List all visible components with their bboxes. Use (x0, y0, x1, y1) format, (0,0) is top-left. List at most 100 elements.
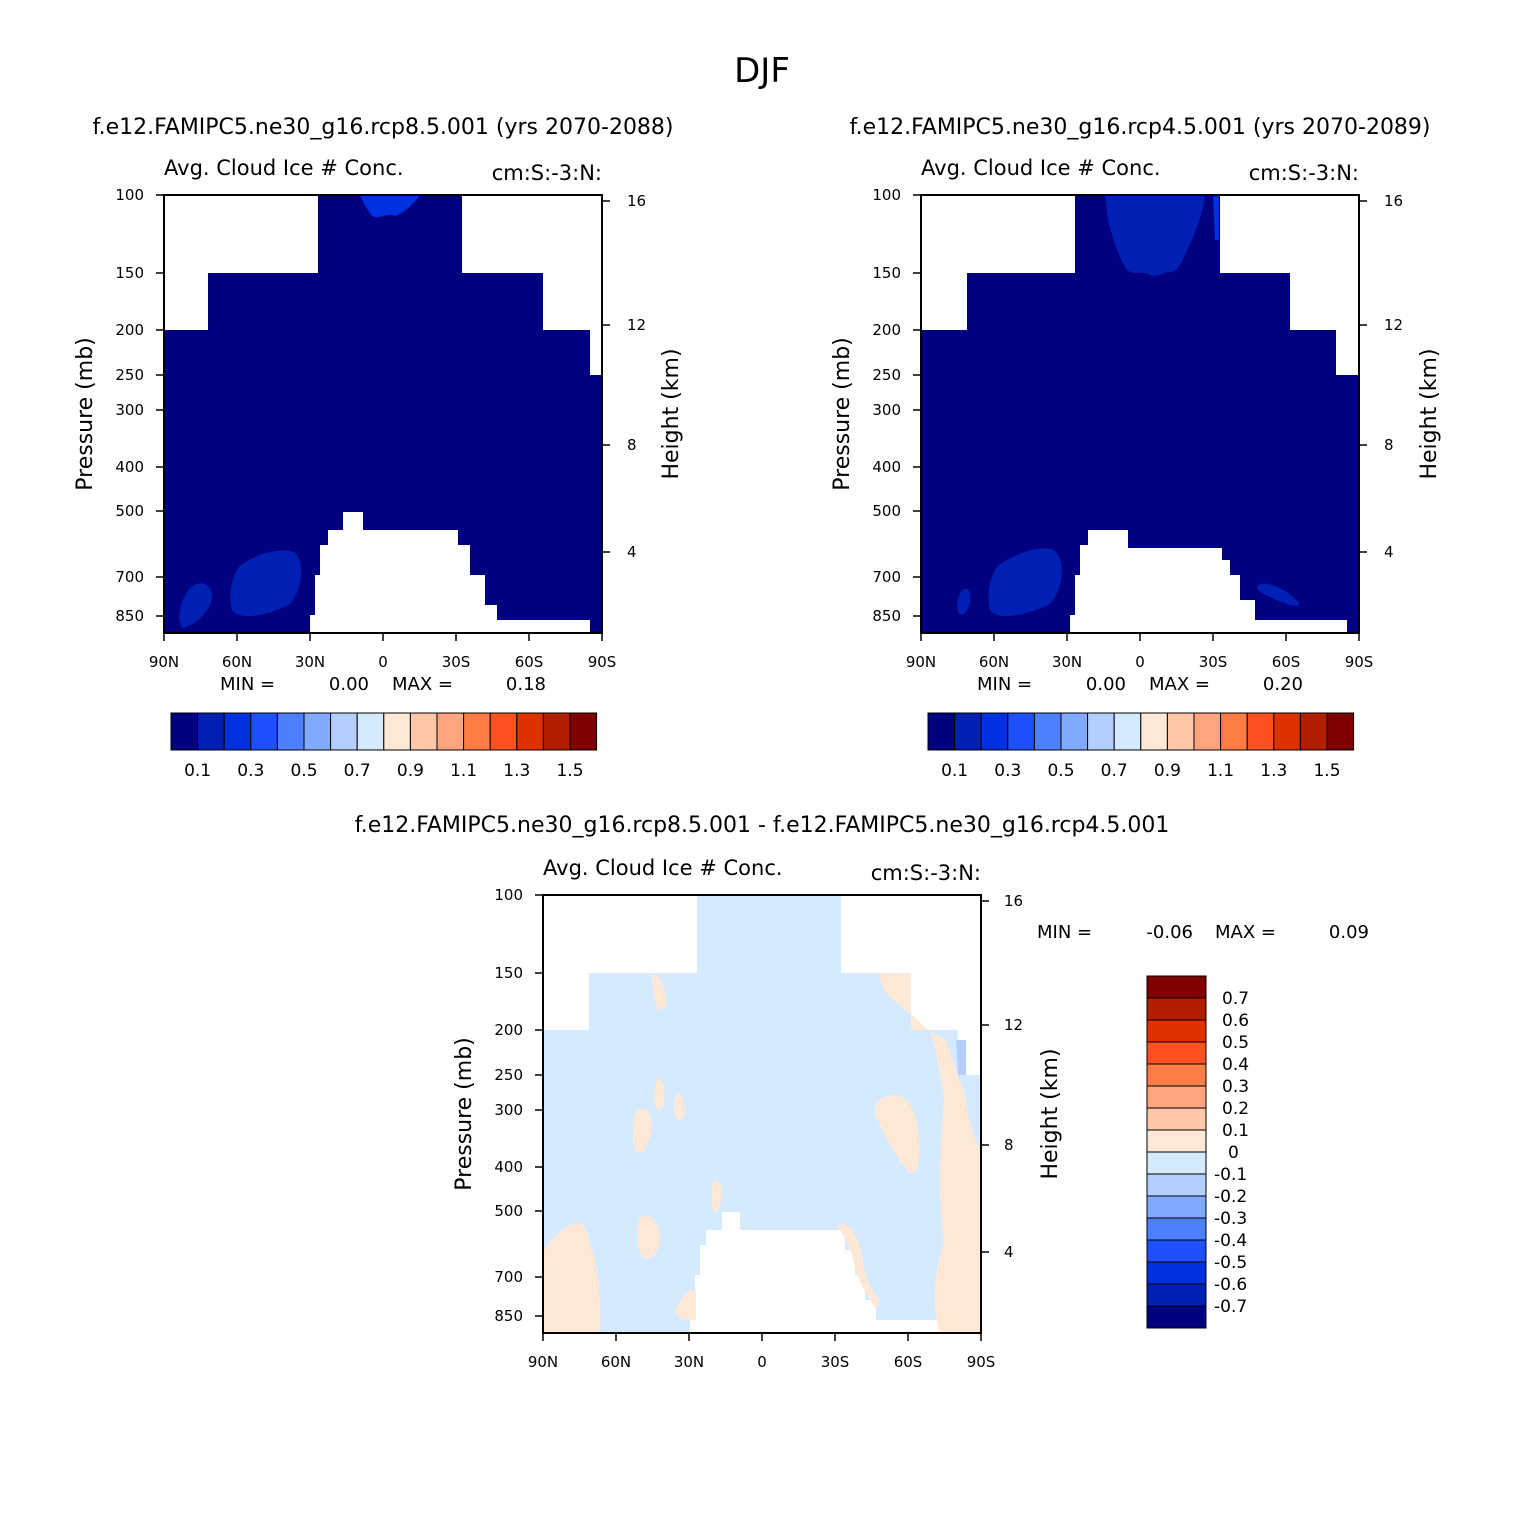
long-name-label: Avg. Cloud Ice # Conc. (164, 156, 404, 180)
y-axis-label: Pressure (mb) (830, 337, 855, 491)
y2-tick-label: 8 (1384, 436, 1394, 454)
field-patch-8 (637, 1216, 660, 1259)
colorbar-label: -0.1 (1214, 1165, 1247, 1185)
colorbar-label: 0.1 (1222, 1121, 1249, 1141)
y-tick-label: 150 (115, 264, 144, 282)
max-label: MAX = (392, 674, 453, 695)
colorbar-swatch (954, 712, 982, 751)
y2-tick-label: 8 (1004, 1136, 1014, 1154)
x-tick-label: 0 (378, 653, 388, 671)
colorbar-swatch (223, 712, 252, 751)
panel-title: f.e12.FAMIPC5.ne30_g16.rcp8.5.001 (yrs 2… (92, 115, 673, 140)
colorbar-swatch (1060, 712, 1089, 751)
y-tick-label: 250 (872, 366, 901, 384)
colorbar-label: 0.7 (344, 761, 371, 781)
y2-tick-label: 12 (1384, 316, 1403, 334)
y-tick-label: 400 (494, 1158, 523, 1176)
y2-axis-ticks (602, 200, 610, 553)
colorbar-swatch (1146, 1041, 1207, 1065)
x-tick-label: 90S (588, 653, 617, 671)
min-max-readout: MIN = 0.00 MAX = 0.18 (220, 674, 546, 695)
y-tick-label: 150 (494, 964, 523, 982)
field-patch-2 (878, 973, 981, 1333)
x-tick-label: 30S (442, 653, 471, 671)
max-value: 0.09 (1329, 922, 1369, 943)
colorbar-swatches (1146, 975, 1207, 1329)
field-region-bg (543, 895, 981, 1333)
y-tick-label: 850 (115, 607, 144, 625)
colorbar-swatch (1007, 712, 1035, 751)
min-label: MIN = (220, 674, 275, 695)
colorbar-label: -0.7 (1214, 1297, 1247, 1317)
colorbar-label: -0.5 (1214, 1253, 1247, 1273)
min-max-readout: MIN = 0.00 MAX = 0.20 (977, 674, 1303, 695)
x-tick-label: 90N (149, 653, 179, 671)
colorbar-label: 1.1 (1207, 761, 1234, 781)
field-patch-5 (1213, 195, 1219, 240)
x-tick-label: 90N (528, 1353, 558, 1371)
field-region-bg (921, 195, 1359, 633)
colorbar-swatch (276, 712, 305, 751)
y-axis-ticks (913, 194, 921, 617)
y2-tick-labels: 16 12 8 4 (1384, 192, 1403, 561)
colorbar-labels: 0.1 0.3 0.5 0.7 0.9 1.1 1.3 1.5 (184, 761, 583, 781)
x-tick-labels: 90N 60N 30N 0 30S 60S 90S (906, 653, 1373, 671)
x-tick-label: 90S (967, 1353, 996, 1371)
colorbar-swatch (1146, 1283, 1207, 1307)
y2-tick-label: 12 (1004, 1016, 1023, 1034)
colorbar-label: 0.9 (1154, 761, 1181, 781)
colorbar-swatch (1299, 712, 1328, 751)
min-max-readout: MIN = -0.06 MAX = 0.09 (1037, 922, 1369, 943)
x-tick-label: 90S (1345, 653, 1374, 671)
colorbar-swatch (1146, 975, 1207, 999)
field-patch-9 (712, 1180, 722, 1212)
colorbar-swatch (1140, 712, 1168, 751)
y-tick-label: 150 (872, 264, 901, 282)
field-patch-10 (676, 1290, 696, 1320)
min-label: MIN = (977, 674, 1032, 695)
y2-tick-label: 16 (1384, 192, 1403, 210)
colorbar-swatch (1146, 1173, 1207, 1197)
units-label: cm:S:-3:N: (871, 861, 981, 885)
x-tick-label: 60S (894, 1353, 923, 1371)
y-tick-label: 250 (494, 1066, 523, 1084)
y-tick-labels: 100 150 200 250 300 400 500 700 850 (494, 886, 523, 1325)
x-tick-label: 30N (295, 653, 325, 671)
y-tick-label: 200 (115, 321, 144, 339)
y-tick-label: 700 (494, 1268, 523, 1286)
contour-field (921, 195, 1359, 633)
y-axis-ticks (156, 194, 164, 617)
x-tick-label: 30N (674, 1353, 704, 1371)
y-tick-label: 700 (115, 568, 144, 586)
panel-rcp45: f.e12.FAMIPC5.ne30_g16.rcp4.5.001 (yrs 2… (830, 115, 1442, 781)
field-patch-4 (633, 1108, 652, 1153)
colorbar-swatch (1146, 1063, 1207, 1087)
colorbar-swatch (1146, 1239, 1207, 1263)
contour-field (543, 895, 981, 1333)
x-tick-label: 30S (821, 1353, 850, 1371)
x-tick-label: 0 (757, 1353, 767, 1371)
panel-difference: f.e12.FAMIPC5.ne30_g16.rcp8.5.001 - f.e1… (355, 813, 1369, 1371)
y-tick-label: 850 (872, 607, 901, 625)
colorbar-label: 0.2 (1222, 1099, 1249, 1119)
colorbar-swatch (927, 712, 956, 751)
colorbar-swatch (542, 712, 571, 751)
x-tick-label: 30S (1199, 653, 1228, 671)
y-tick-label: 300 (872, 401, 901, 419)
field-patch-4 (1256, 583, 1300, 606)
x-tick-label: 0 (1135, 653, 1145, 671)
colorbar-swatch (1146, 997, 1207, 1021)
colorbar: 0.1 0.3 0.5 0.7 0.9 1.1 1.3 1.5 (170, 712, 598, 781)
colorbar-swatch (1146, 1217, 1207, 1241)
colorbar-swatch (409, 712, 438, 751)
y2-tick-labels: 16 12 8 4 (1004, 892, 1023, 1261)
field-patch-3 (874, 1094, 920, 1174)
colorbar-swatch (1146, 1151, 1207, 1175)
y-axis-label: Pressure (mb) (73, 337, 98, 491)
y-tick-label: 700 (872, 568, 901, 586)
colorbar-swatch (1146, 1305, 1207, 1329)
colorbar-swatch (516, 712, 544, 751)
y-tick-label: 100 (872, 186, 901, 204)
colorbar-swatch (980, 712, 1009, 751)
x-tick-label: 60N (979, 653, 1009, 671)
